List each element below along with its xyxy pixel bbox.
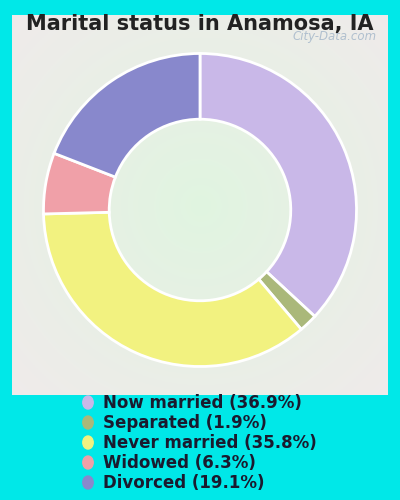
Wedge shape [54,54,200,177]
Wedge shape [259,272,315,330]
Wedge shape [200,54,356,316]
Text: Never married (35.8%): Never married (35.8%) [103,434,317,452]
Text: Now married (36.9%): Now married (36.9%) [103,394,302,411]
Wedge shape [44,154,115,214]
Text: Divorced (19.1%): Divorced (19.1%) [103,474,265,492]
Wedge shape [44,212,301,366]
Text: Widowed (6.3%): Widowed (6.3%) [103,454,256,471]
Text: City-Data.com: City-Data.com [292,30,377,43]
Text: Separated (1.9%): Separated (1.9%) [103,414,267,432]
Text: Marital status in Anamosa, IA: Marital status in Anamosa, IA [26,14,374,34]
